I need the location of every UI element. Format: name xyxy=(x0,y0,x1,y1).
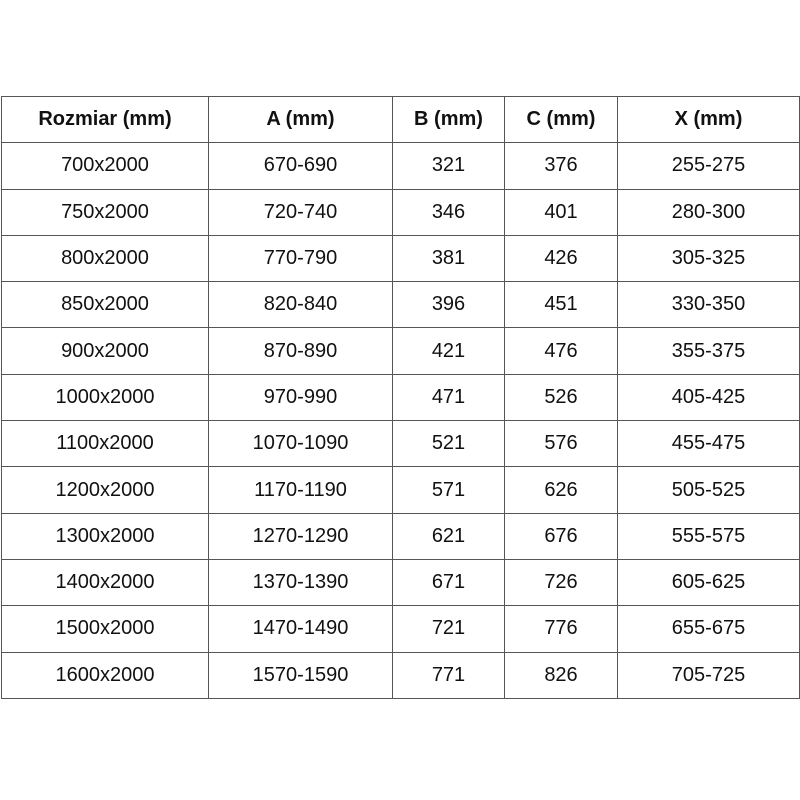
table-cell: 726 xyxy=(504,558,618,607)
table-cell: 355-375 xyxy=(617,327,800,375)
table-cell: 1300x2000 xyxy=(1,512,209,560)
table-cell: 850x2000 xyxy=(1,281,209,329)
table-cell: 1570-1590 xyxy=(208,651,393,699)
table-cell: 471 xyxy=(392,373,505,422)
table-cell: 451 xyxy=(504,281,618,329)
table-cell: 401 xyxy=(504,188,618,236)
table-cell: 426 xyxy=(504,234,618,283)
table-cell: 255-275 xyxy=(617,142,800,190)
table-row: 1100x2000 1070-1090 521 576 455-475 xyxy=(1,420,800,468)
table-cell: 1500x2000 xyxy=(1,605,209,653)
table-row: 850x2000 820-840 396 451 330-350 xyxy=(1,281,800,329)
table-cell: 676 xyxy=(504,512,618,560)
table-cell: 655-675 xyxy=(617,605,800,653)
table-cell: 750x2000 xyxy=(1,188,209,236)
table-cell: 1270-1290 xyxy=(208,512,393,560)
table-cell: 771 xyxy=(392,651,505,699)
table-cell: 405-425 xyxy=(617,373,800,422)
header-row: Rozmiar (mm) A (mm) B (mm) C (mm) X (mm) xyxy=(1,95,800,144)
table-cell: 820-840 xyxy=(208,281,393,329)
table-cell: 305-325 xyxy=(617,234,800,283)
table-cell: 1600x2000 xyxy=(1,651,209,699)
table-cell: 605-625 xyxy=(617,558,800,607)
table-cell: 776 xyxy=(504,605,618,653)
table-row: 1000x2000 970-990 471 526 405-425 xyxy=(1,373,800,422)
table-cell: 1000x2000 xyxy=(1,373,209,422)
table-cell: 671 xyxy=(392,558,505,607)
table-cell: 970-990 xyxy=(208,373,393,422)
column-header: Rozmiar (mm) xyxy=(1,95,209,144)
table-row: 750x2000 720-740 346 401 280-300 xyxy=(1,188,800,236)
table-row: 1400x2000 1370-1390 671 726 605-625 xyxy=(1,558,800,607)
table-cell: 376 xyxy=(504,142,618,190)
table-cell: 670-690 xyxy=(208,142,393,190)
table-cell: 1170-1190 xyxy=(208,466,393,514)
table-cell: 555-575 xyxy=(617,512,800,560)
table-cell: 1400x2000 xyxy=(1,558,209,607)
table-cell: 346 xyxy=(392,188,505,236)
column-header: C (mm) xyxy=(504,95,618,144)
table-cell: 705-725 xyxy=(617,651,800,699)
table-cell: 381 xyxy=(392,234,505,283)
table-row: 1600x2000 1570-1590 771 826 705-725 xyxy=(1,651,800,699)
table-cell: 396 xyxy=(392,281,505,329)
table-cell: 770-790 xyxy=(208,234,393,283)
table-row: 1500x2000 1470-1490 721 776 655-675 xyxy=(1,605,800,653)
table-cell: 626 xyxy=(504,466,618,514)
table-cell: 721 xyxy=(392,605,505,653)
table-cell: 576 xyxy=(504,420,618,468)
table-row: 800x2000 770-790 381 426 305-325 xyxy=(1,234,800,283)
table-cell: 1200x2000 xyxy=(1,466,209,514)
table-cell: 476 xyxy=(504,327,618,375)
table-cell: 1070-1090 xyxy=(208,420,393,468)
column-header: B (mm) xyxy=(392,95,505,144)
table-cell: 700x2000 xyxy=(1,142,209,190)
dimensions-table: Rozmiar (mm) A (mm) B (mm) C (mm) X (mm) 700… xyxy=(1,95,800,699)
table-cell: 321 xyxy=(392,142,505,190)
table-cell: 280-300 xyxy=(617,188,800,236)
table-cell: 1470-1490 xyxy=(208,605,393,653)
table-cell: 571 xyxy=(392,466,505,514)
table-cell: 826 xyxy=(504,651,618,699)
table-row: 1200x2000 1170-1190 571 626 505-525 xyxy=(1,466,800,514)
table-cell: 900x2000 xyxy=(1,327,209,375)
table-cell: 526 xyxy=(504,373,618,422)
table-cell: 455-475 xyxy=(617,420,800,468)
table-cell: 330-350 xyxy=(617,281,800,329)
table-cell: 421 xyxy=(392,327,505,375)
column-header: X (mm) xyxy=(617,95,800,144)
table-cell: 621 xyxy=(392,512,505,560)
table-cell: 521 xyxy=(392,420,505,468)
table-cell: 800x2000 xyxy=(1,234,209,283)
table-cell: 1370-1390 xyxy=(208,558,393,607)
table-cell: 720-740 xyxy=(208,188,393,236)
table-cell: 870-890 xyxy=(208,327,393,375)
table-cell: 1100x2000 xyxy=(1,420,209,468)
table-row: 1300x2000 1270-1290 621 676 555-575 xyxy=(1,512,800,560)
table-row: 700x2000 670-690 321 376 255-275 xyxy=(1,142,800,190)
table-cell: 505-525 xyxy=(617,466,800,514)
column-header: A (mm) xyxy=(208,95,393,144)
table-row: 900x2000 870-890 421 476 355-375 xyxy=(1,327,800,375)
